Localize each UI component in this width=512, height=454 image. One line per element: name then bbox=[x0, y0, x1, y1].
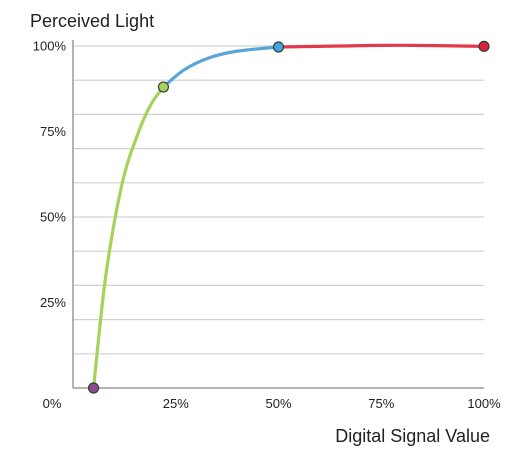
x-tick-label: 25% bbox=[163, 396, 189, 411]
data-point-4 bbox=[478, 40, 490, 52]
tick-labels: 25% 50% 75% 100% 0% 25% 50% 75% 100% bbox=[33, 39, 501, 412]
x-axis-title: Digital Signal Value bbox=[335, 426, 490, 446]
data-point-3 bbox=[272, 41, 285, 53]
data-point-2 bbox=[157, 81, 170, 93]
data-markers bbox=[87, 40, 490, 394]
y-axis-title: Perceived Light bbox=[30, 11, 154, 31]
x-tick-label: 0% bbox=[43, 396, 62, 411]
x-tick-label: 75% bbox=[368, 396, 394, 411]
y-tick-label: 75% bbox=[40, 124, 66, 139]
gridlines bbox=[73, 45, 484, 355]
y-tick-label: 100% bbox=[33, 39, 67, 54]
x-tick-label: 50% bbox=[265, 396, 291, 411]
series-line-1 bbox=[91, 85, 166, 390]
series-line-2 bbox=[161, 45, 281, 89]
series-line-3 bbox=[276, 43, 486, 49]
y-tick-label: 25% bbox=[40, 295, 66, 310]
series-lines bbox=[91, 43, 486, 390]
data-point-1 bbox=[87, 382, 100, 394]
y-tick-label: 50% bbox=[40, 210, 66, 225]
x-tick-label: 100% bbox=[467, 396, 501, 411]
axes bbox=[72, 40, 484, 389]
